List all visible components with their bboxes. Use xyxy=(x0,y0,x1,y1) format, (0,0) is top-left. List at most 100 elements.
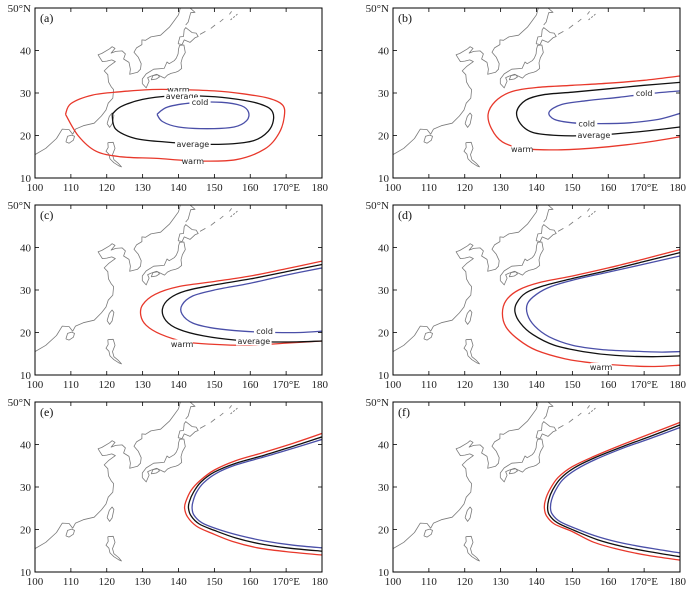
contour-label-bg xyxy=(182,156,204,166)
coastline xyxy=(499,241,544,286)
lon-tick-label: 120 xyxy=(99,379,116,391)
coastline xyxy=(229,405,232,409)
lon-tick-label: 150 xyxy=(564,182,581,194)
contour-label-bg xyxy=(189,97,211,107)
panel-label: (c) xyxy=(40,208,53,222)
coastline xyxy=(199,228,206,232)
coastline xyxy=(393,8,539,155)
contour-label-bg xyxy=(576,119,598,129)
coastline xyxy=(463,338,480,365)
coastline xyxy=(106,506,115,522)
lon-tick-label: 120 xyxy=(457,182,474,194)
coastline xyxy=(229,208,232,212)
lon-tick-label: 170°E xyxy=(272,182,300,194)
lon-tick-label: 150 xyxy=(564,379,581,391)
coastline xyxy=(543,8,554,26)
lat-tick-label: 20 xyxy=(378,328,390,340)
coastline xyxy=(229,11,232,15)
lat-tick-label: 30 xyxy=(20,88,32,100)
lat-tick-label: 40 xyxy=(378,46,390,58)
coastline xyxy=(185,402,196,420)
coastline xyxy=(185,205,196,223)
contour-label-bg xyxy=(167,85,190,95)
coastline xyxy=(35,402,181,549)
map-plot-area xyxy=(35,402,322,562)
coastline xyxy=(219,18,224,23)
lon-tick-label: 160 xyxy=(600,182,617,194)
coastline xyxy=(577,18,582,23)
coastline xyxy=(535,224,557,243)
coastline xyxy=(577,215,582,220)
lon-tick-label: 110 xyxy=(421,576,438,588)
lon-tick-label: 160 xyxy=(242,379,259,391)
coastline xyxy=(543,402,554,420)
panel-label: (a) xyxy=(40,11,53,25)
contour-label-cold: cold xyxy=(578,119,595,128)
contour-label-cold: cold xyxy=(192,98,209,107)
lon-tick-label: 110 xyxy=(63,182,80,194)
coastline xyxy=(557,425,564,429)
coastline xyxy=(535,421,557,440)
coastline xyxy=(219,215,224,220)
coastline xyxy=(587,405,590,409)
coastline xyxy=(423,331,433,341)
lon-tick-label: 100 xyxy=(385,379,402,391)
map-panel-d: warm 100 110 120 130 140 150 160 170°E 180 10 20 30 4… xyxy=(366,200,687,391)
coastline xyxy=(141,44,186,89)
lat-tick-label: 30 xyxy=(20,482,32,494)
contour-cold xyxy=(191,438,322,549)
contour-average xyxy=(111,94,275,146)
contour-average xyxy=(515,81,680,137)
lat-tick-label: 50°N xyxy=(366,3,389,15)
lon-tick-label: 140 xyxy=(170,379,187,391)
coastline xyxy=(557,31,564,35)
lon-tick-label: 120 xyxy=(99,182,116,194)
lon-tick-label: 100 xyxy=(385,182,402,194)
lon-tick-label: 150 xyxy=(564,576,581,588)
lat-tick-label: 20 xyxy=(20,328,32,340)
coastline xyxy=(464,309,473,325)
lat-tick-label: 30 xyxy=(20,285,32,297)
contour-warm xyxy=(183,432,322,556)
contour-label-average: average xyxy=(578,131,611,140)
coastline xyxy=(65,134,75,144)
lon-tick-label: 150 xyxy=(206,379,223,391)
lon-tick-label: 140 xyxy=(170,576,187,588)
contour-cold xyxy=(525,255,680,353)
contour-label-bg xyxy=(633,88,655,98)
coastline xyxy=(105,141,122,168)
contour-label-warm: warm xyxy=(511,145,534,154)
lon-tick-label: 100 xyxy=(27,182,44,194)
lat-tick-label: 40 xyxy=(20,440,32,452)
coastline xyxy=(150,468,160,475)
map-panel-e: 100 110 120 130 140 150 160 170°E 180 10 20 30 40 50°… xyxy=(8,397,329,588)
coastline xyxy=(185,8,196,26)
lon-tick-label: 180 xyxy=(670,379,687,391)
lon-tick-label: 160 xyxy=(242,182,259,194)
contour-cold xyxy=(548,90,680,125)
lon-tick-label: 140 xyxy=(528,182,545,194)
coastline xyxy=(463,141,480,168)
coastline xyxy=(543,205,554,223)
coastline xyxy=(587,11,590,15)
map-plot-area: warm average cold cold xyxy=(393,8,680,168)
coastline xyxy=(141,438,186,483)
lon-tick-label: 120 xyxy=(99,576,116,588)
lon-tick-label: 140 xyxy=(528,576,545,588)
coastline xyxy=(199,425,206,429)
contour-label-average: average xyxy=(237,337,270,346)
contour-label-bg xyxy=(236,336,272,346)
coastline xyxy=(577,412,582,417)
lon-tick-label: 160 xyxy=(242,576,259,588)
contour-label-bg xyxy=(171,339,193,349)
contour-warm xyxy=(487,75,680,151)
contour-warm xyxy=(64,88,286,162)
contour-cold xyxy=(549,426,680,554)
coastline xyxy=(464,506,473,522)
lon-tick-label: 180 xyxy=(312,182,329,194)
coastline xyxy=(35,205,181,352)
panel-label: (d) xyxy=(398,208,412,222)
map-panel-b: warm average cold cold 100 110 120 130 140 150 160… xyxy=(366,3,687,194)
contour-label-warm: warm xyxy=(182,157,205,166)
